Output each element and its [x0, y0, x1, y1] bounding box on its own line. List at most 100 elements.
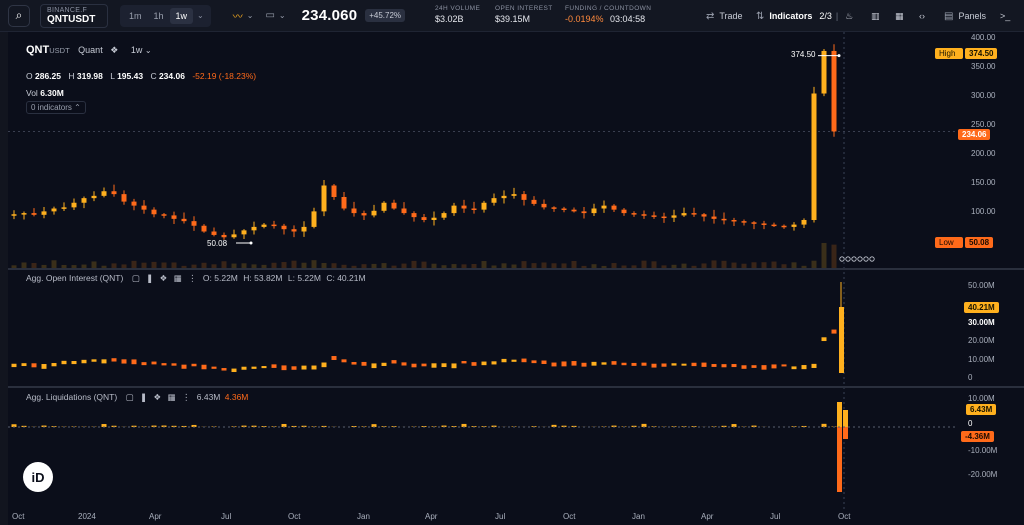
search-icon[interactable]: ⌕: [8, 4, 30, 27]
symbol-selector[interactable]: BINANCE.F QNTUSDT: [40, 3, 108, 28]
volume-bar: [391, 265, 397, 268]
volume-bar: [41, 264, 47, 268]
volume-bar: [121, 264, 127, 268]
oi-candle: [251, 366, 257, 369]
visibility-icon[interactable]: ▢: [131, 273, 140, 283]
volume-bar: [651, 261, 657, 268]
oi-candle: [481, 361, 487, 366]
bar-chart-icon[interactable]: ▥: [871, 10, 880, 21]
layout-icon[interactable]: ▭: [265, 10, 275, 21]
volume-bar: [561, 263, 567, 268]
oi-candle: [501, 358, 507, 363]
chart-canvas[interactable]: [8, 32, 1024, 510]
liq-tick: 0: [968, 419, 973, 428]
oi-candle: [561, 361, 567, 367]
oi-candle: [181, 364, 187, 369]
delete-icon[interactable]: ▦: [173, 273, 182, 283]
stat-funding: FUNDING / COUNTDOWN -0.0194% 03:04:58: [565, 5, 652, 24]
terminal-icon[interactable]: >_: [1000, 11, 1011, 21]
trade-button[interactable]: ⇄ Trade: [706, 10, 743, 22]
oi-last-label: 40.21M: [964, 302, 999, 313]
oi-candle: [331, 356, 337, 360]
visibility-icon[interactable]: ▢: [125, 392, 134, 402]
volume-bar: [771, 261, 777, 268]
tf-1h[interactable]: 1h: [153, 10, 164, 21]
oi-candle: [171, 363, 177, 366]
volume-bar: [731, 262, 737, 268]
oi-candle: [591, 361, 597, 366]
chevron-down-icon[interactable]: ⌄: [246, 11, 254, 20]
price-candle: [51, 208, 57, 212]
volume-bar: [361, 264, 367, 268]
settings-icon[interactable]: ❚: [146, 273, 154, 283]
volume-bar: [351, 265, 357, 268]
volume-bar: [591, 264, 597, 268]
oi-candle: [671, 363, 677, 366]
price-candle: [821, 50, 827, 94]
indicators-toggle[interactable]: 0 indicators ⌃: [26, 101, 86, 114]
volume-bar: [231, 263, 237, 268]
code-icon[interactable]: ‹›: [919, 11, 925, 21]
volume-bar: [701, 263, 707, 268]
x-tick: 2024: [78, 512, 96, 521]
interval-selector[interactable]: 1w: [130, 45, 143, 55]
oi-candle: [791, 366, 797, 370]
price-candle: [281, 225, 287, 230]
liq-bar-long: [301, 425, 307, 427]
news-icon[interactable]: ▦: [895, 10, 904, 21]
event-marker: [857, 256, 863, 262]
oi-candle: [781, 364, 787, 367]
price-candle: [471, 208, 477, 210]
pane-divider[interactable]: [8, 386, 1024, 388]
oi-candle: [121, 359, 127, 364]
liq-tick: -10.00M: [968, 446, 998, 455]
chevron-down-icon[interactable]: ⌄: [197, 11, 204, 20]
oi-candle: [491, 361, 497, 365]
x-tick: Jan: [632, 512, 645, 521]
indicators-button[interactable]: ⇅ Indicators 2/3 |: [756, 10, 839, 22]
tf-1w[interactable]: 1w: [169, 7, 194, 24]
link-icon[interactable]: ❖: [159, 273, 168, 283]
chevron-down-icon[interactable]: ⌄: [144, 46, 152, 55]
volume-bar: [471, 263, 477, 268]
link-icon[interactable]: ❖: [110, 45, 119, 55]
volume-bar: [161, 262, 167, 268]
oi-candle: [91, 359, 97, 362]
price-tick: 100.00: [971, 207, 996, 216]
tf-1m[interactable]: 1m: [129, 10, 142, 21]
event-marker: [869, 256, 875, 262]
price-candle: [391, 202, 397, 209]
volume-bar: [801, 265, 807, 268]
link-icon[interactable]: ❖: [153, 392, 162, 402]
liq-bar-long: [821, 423, 827, 427]
volume-bar: [441, 265, 447, 268]
delete-icon[interactable]: ▦: [167, 392, 176, 402]
price-candle: [21, 213, 27, 215]
settings-icon[interactable]: ❚: [139, 392, 148, 402]
volume-bar: [411, 260, 417, 268]
pane-divider[interactable]: [8, 268, 1024, 270]
more-icon[interactable]: ⋮: [188, 273, 197, 283]
liq-bar-long: [461, 423, 467, 427]
x-tick: Apr: [701, 512, 714, 521]
event-marker: [851, 256, 857, 262]
volume-bar: [151, 261, 157, 268]
stat-volume: 24H VOLUME $3.02B: [435, 5, 481, 24]
chevron-up-icon: ⌃: [74, 103, 81, 112]
oi-candle: [421, 363, 427, 367]
price-candle: [561, 208, 567, 210]
volume-bar: [601, 265, 607, 268]
more-icon[interactable]: ⋮: [181, 392, 191, 402]
volume-bar: [301, 262, 307, 268]
panels-button[interactable]: ▤ Panels: [944, 10, 986, 22]
oi-candle: [241, 366, 247, 370]
fire-icon[interactable]: ♨: [845, 10, 854, 21]
liq-bar-long-spike: [837, 402, 842, 427]
price-candle: [831, 50, 837, 132]
chevron-down-icon[interactable]: ⌄: [278, 11, 286, 20]
volume-bar: [131, 260, 137, 268]
funding-countdown: 03:04:58: [610, 14, 646, 24]
chart-style-icon[interactable]: 〰: [232, 12, 243, 23]
ohlc-legend: O 286.25 H 319.98 L 195.43 C 234.06 -52.…: [26, 71, 257, 81]
oi-candle: [581, 362, 587, 367]
